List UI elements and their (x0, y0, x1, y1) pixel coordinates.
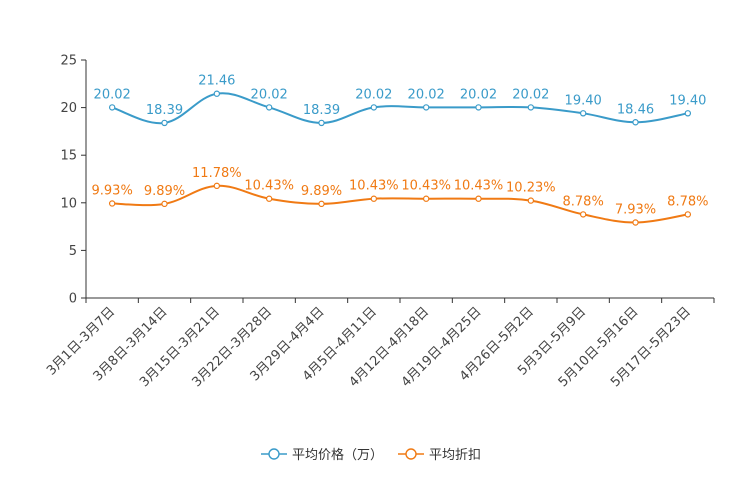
data-label: 20.02 (512, 87, 549, 102)
data-point[interactable] (684, 110, 692, 117)
data-label: 18.39 (146, 103, 183, 118)
data-label: 8.78% (563, 194, 604, 209)
data-point[interactable] (213, 90, 221, 97)
data-label: 20.02 (355, 87, 392, 102)
series-line (112, 184, 688, 224)
data-label: 20.02 (460, 87, 497, 102)
legend-label: 平均折扣 (429, 448, 481, 463)
data-point[interactable] (475, 104, 482, 111)
data-point[interactable] (527, 197, 535, 204)
legend-marker-icon (405, 448, 417, 460)
legend-item-1[interactable]: 平均价格（万） (261, 447, 383, 463)
data-label: 10.43% (244, 179, 294, 194)
data-point[interactable] (161, 119, 168, 127)
legend[interactable]: 平均价格（万） 平均折扣 (261, 447, 481, 463)
data-label: 19.40 (565, 93, 602, 108)
data-point[interactable] (318, 200, 325, 208)
data-point[interactable] (632, 219, 639, 226)
data-label: 20.02 (408, 87, 445, 102)
y-tick-label: 25 (60, 54, 77, 69)
data-point[interactable] (161, 200, 168, 208)
data-point[interactable] (422, 104, 430, 111)
y-tick-label: 10 (60, 196, 77, 211)
y-tick-label: 5 (69, 244, 77, 259)
data-label: 10.43% (454, 179, 504, 194)
data-point[interactable] (213, 182, 221, 190)
data-label: 18.46 (617, 102, 654, 117)
data-label: 21.46 (198, 74, 235, 89)
series-2: 9.93% 9.89%11.78%10.43% 9.89% 10.43% 10.43% 1… (92, 166, 708, 226)
data-label: 9.89% (144, 184, 185, 199)
data-point[interactable] (108, 104, 116, 111)
data-point[interactable] (265, 104, 273, 111)
legend-item-2[interactable]: 平均折扣 (398, 448, 481, 463)
data-point[interactable] (632, 119, 639, 126)
axes: 05101520253月1日-3月7日3月8日-3月14日3月15日-3月21日… (44, 54, 715, 390)
data-label: 10.23% (506, 181, 556, 196)
data-label: 7.93% (615, 203, 656, 218)
series-1: 20.02 18.39 21.46 20.02 18.39 20.02 20.02 20.02… (94, 74, 706, 127)
data-point[interactable] (370, 104, 378, 111)
data-label: 20.02 (94, 87, 131, 102)
series-layer: 20.02 18.39 21.46 20.02 18.39 20.02 20.02 20.02… (92, 74, 708, 226)
data-label: 19.40 (669, 93, 706, 108)
legend-marker-icon (268, 448, 280, 460)
data-point[interactable] (475, 195, 482, 202)
legend-label: 平均价格（万） (292, 447, 383, 463)
data-point[interactable] (318, 119, 325, 127)
data-label: 11.78% (192, 166, 242, 181)
data-label: 9.89% (301, 184, 342, 199)
data-point[interactable] (370, 195, 378, 202)
y-tick-label: 15 (60, 149, 77, 164)
data-point[interactable] (579, 110, 587, 117)
data-point[interactable] (265, 195, 273, 202)
data-point[interactable] (108, 200, 116, 207)
data-label: 20.02 (251, 87, 288, 102)
data-point[interactable] (422, 195, 430, 202)
data-point[interactable] (684, 211, 692, 218)
series-line (111, 92, 689, 125)
y-tick-label: 0 (69, 292, 77, 307)
data-label: 8.78% (667, 194, 708, 209)
data-label: 9.93% (92, 183, 133, 198)
y-tick-label: 20 (60, 101, 77, 116)
data-label: 18.39 (303, 103, 340, 118)
data-label: 10.43% (401, 179, 451, 194)
data-point[interactable] (579, 211, 587, 218)
data-label: 10.43% (349, 179, 399, 194)
data-point[interactable] (527, 104, 535, 111)
